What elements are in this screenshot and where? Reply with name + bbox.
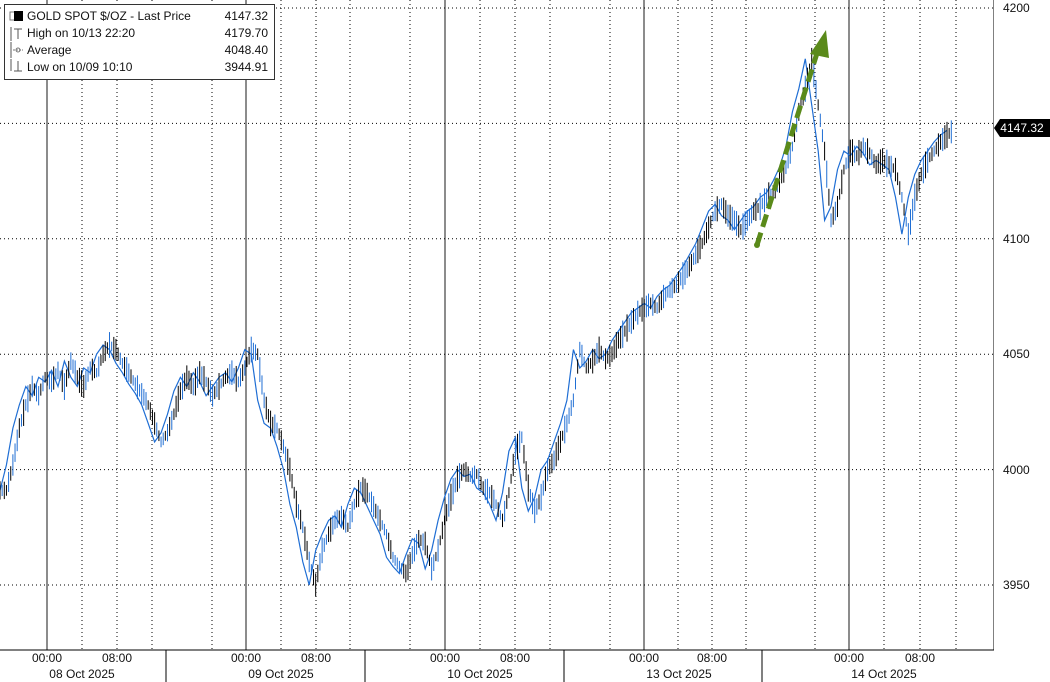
x-tick-date-label: 09 Oct 2025 bbox=[248, 667, 314, 681]
arrow-tail bbox=[754, 242, 760, 248]
y-tick-label: 3950 bbox=[1003, 578, 1030, 592]
high-marker-icon bbox=[9, 25, 23, 41]
x-tick-time-label: 00:00 bbox=[429, 651, 461, 665]
x-tick-time-label: 08:00 bbox=[696, 651, 728, 665]
legend-row-low: Low on 10/09 10:10 3944.91 bbox=[9, 59, 268, 75]
x-tick-time-label: 08:00 bbox=[300, 651, 332, 665]
last-price-tag: 4147.32 bbox=[994, 119, 1050, 137]
low-marker-icon bbox=[9, 59, 23, 75]
legend-average-label: Average bbox=[27, 43, 72, 57]
arrow-head bbox=[810, 30, 829, 58]
price-bars bbox=[0, 47, 952, 597]
x-tick-time-label: 00:00 bbox=[628, 651, 660, 665]
legend-title: GOLD SPOT $/OZ - Last Price bbox=[27, 9, 191, 23]
x-tick-time-label: 00:00 bbox=[230, 651, 262, 665]
legend-low-label: Low on 10/09 10:10 bbox=[27, 60, 133, 74]
legend-average-value: 4048.40 bbox=[224, 43, 268, 57]
x-tick-date-label: 10 Oct 2025 bbox=[447, 667, 513, 681]
trend-arrow-annotation bbox=[754, 30, 829, 248]
x-tick-time-label: 08:00 bbox=[101, 651, 133, 665]
legend-high-value: 4179.70 bbox=[224, 26, 268, 40]
legend-row-high: High on 10/13 22:20 4179.70 bbox=[9, 25, 268, 41]
y-tick-label: 4100 bbox=[1003, 231, 1030, 246]
x-tick-time-label: 08:00 bbox=[499, 651, 531, 665]
average-marker-icon bbox=[9, 42, 23, 58]
x-tick-date-label: 14 Oct 2025 bbox=[851, 667, 917, 681]
x-tick-time-label: 00:00 bbox=[31, 651, 63, 665]
legend-last-value: 4147.32 bbox=[224, 9, 268, 23]
black-square-icon bbox=[9, 8, 23, 24]
vertical-gridlines bbox=[46, 0, 957, 650]
legend-row-average: Average 4048.40 bbox=[9, 42, 268, 58]
price-line bbox=[0, 58, 948, 586]
legend-title-row: GOLD SPOT $/OZ - Last Price 4147.32 bbox=[9, 8, 268, 24]
x-tick-time-label: 00:00 bbox=[833, 651, 865, 665]
chart-legend: GOLD SPOT $/OZ - Last Price 4147.32 High… bbox=[4, 4, 275, 80]
arrow-shaft bbox=[754, 49, 821, 246]
day-separators bbox=[165, 650, 763, 682]
x-tick-date-label: 13 Oct 2025 bbox=[646, 667, 712, 681]
legend-low-value: 3944.91 bbox=[224, 60, 268, 74]
y-tick-label: 4200 bbox=[1003, 1, 1030, 15]
y-tick-label: 4000 bbox=[1003, 462, 1030, 477]
y-tick-label: 4050 bbox=[1003, 347, 1030, 362]
x-tick-time-label: 08:00 bbox=[904, 651, 936, 665]
y-axis-panel bbox=[994, 0, 1050, 650]
legend-high-label: High on 10/13 22:20 bbox=[27, 26, 136, 40]
x-tick-date-label: 08 Oct 2025 bbox=[49, 667, 115, 681]
horizontal-gridlines bbox=[0, 7, 994, 586]
